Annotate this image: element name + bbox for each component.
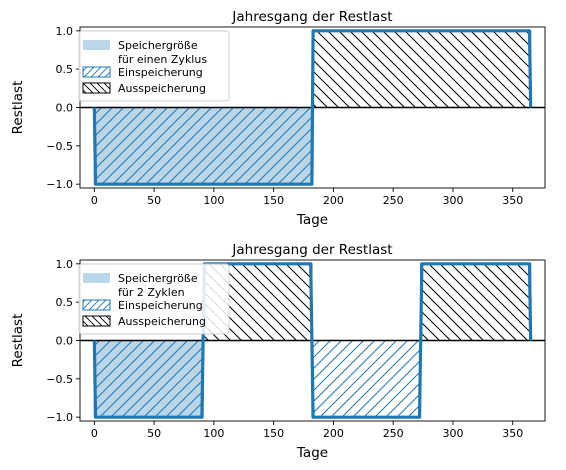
x-tick-label: 50 — [147, 194, 161, 207]
legend-label-3: Ausspeicherung — [118, 82, 206, 95]
x-tick-label: 250 — [383, 194, 404, 207]
x-tick-label: 150 — [263, 194, 284, 207]
ausspeicherung-area-1 — [312, 30, 532, 108]
chart-title: Jahresgang der Restlast — [231, 242, 392, 258]
chart-title: Jahresgang der Restlast — [231, 9, 392, 25]
plot-area — [80, 29, 545, 186]
y-tick-label: −1.0 — [46, 178, 73, 191]
chart-panel-2: 0 50 100 150 200 250 300 350 −1.0 −0.5 0.0 0.5 1.0 Ja… — [10, 242, 546, 461]
legend-label-2: Einspeicherung — [118, 66, 203, 79]
legend-swatch — [82, 299, 111, 311]
x-tick-label: 300 — [442, 194, 463, 207]
legend-label-2: Einspeicherung — [118, 299, 203, 312]
restlast-line — [92, 29, 533, 186]
legend-label-1: Speichergröße — [118, 272, 198, 285]
x-tick-label: 200 — [323, 427, 344, 440]
legend-swatch — [82, 315, 111, 327]
legend-label-1-line2: für einen Zyklus — [118, 53, 207, 66]
einspeicherung-area-2 — [311, 340, 422, 418]
legend-label-3: Ausspeicherung — [118, 315, 206, 328]
legend-swatch — [82, 82, 111, 94]
einspeicherung-area-1 — [93, 107, 314, 185]
legend-label-1: Speichergröße — [118, 39, 198, 52]
y-tick-label: 1.0 — [56, 25, 74, 38]
x-tick-label: 50 — [147, 427, 161, 440]
x-axis-label: Tage — [296, 212, 328, 228]
legend-swatch — [82, 66, 111, 78]
legend-swatch — [83, 273, 110, 283]
legend-handle-2 — [82, 66, 111, 78]
x-tick-label: 350 — [502, 194, 523, 207]
legend-handle-2 — [82, 299, 111, 311]
legend-handle-1 — [83, 40, 110, 50]
x-axis-label: Tage — [296, 445, 328, 461]
plot-area — [80, 262, 545, 419]
x-tick-label: 150 — [263, 427, 284, 440]
chart-panel-1: 0 50 100 150 200 250 300 350 −1.0 −0.5 0.0 0.5 1.0 Ja… — [10, 9, 546, 228]
restlast-line — [92, 262, 533, 419]
x-tick-label: 0 — [91, 427, 98, 440]
x-tick-label: 350 — [502, 427, 523, 440]
x-tick-label: 100 — [203, 427, 224, 440]
legend-swatch — [83, 40, 110, 50]
legend-handle-1 — [83, 273, 110, 283]
x-tick-label: 200 — [323, 194, 344, 207]
ausspeicherung-area-2 — [420, 263, 532, 342]
x-tick-label: 100 — [203, 194, 224, 207]
x-tick-label: 0 — [91, 194, 98, 207]
y-tick-label: 0.0 — [56, 102, 74, 115]
legend-handle-3 — [82, 82, 111, 94]
y-tick-label: 0.0 — [56, 335, 74, 348]
legend-label-1-line2: für 2 Zyklen — [118, 286, 185, 299]
y-tick-label: 0.5 — [56, 63, 74, 76]
y-tick-label: −1.0 — [46, 411, 73, 424]
legend-box — [78, 263, 230, 335]
einspeicherung-area-1 — [93, 340, 204, 418]
x-tick-label: 250 — [383, 427, 404, 440]
y-tick-label: −0.5 — [46, 140, 73, 153]
y-tick-label: 0.5 — [56, 296, 74, 309]
y-axis-label: Restlast — [10, 81, 26, 135]
legend-handle-3 — [82, 315, 111, 327]
y-tick-label: 1.0 — [56, 258, 74, 271]
legend-box — [78, 30, 230, 102]
y-axis-label: Restlast — [10, 314, 26, 368]
x-tick-label: 300 — [442, 427, 463, 440]
y-tick-label: −0.5 — [46, 373, 73, 386]
